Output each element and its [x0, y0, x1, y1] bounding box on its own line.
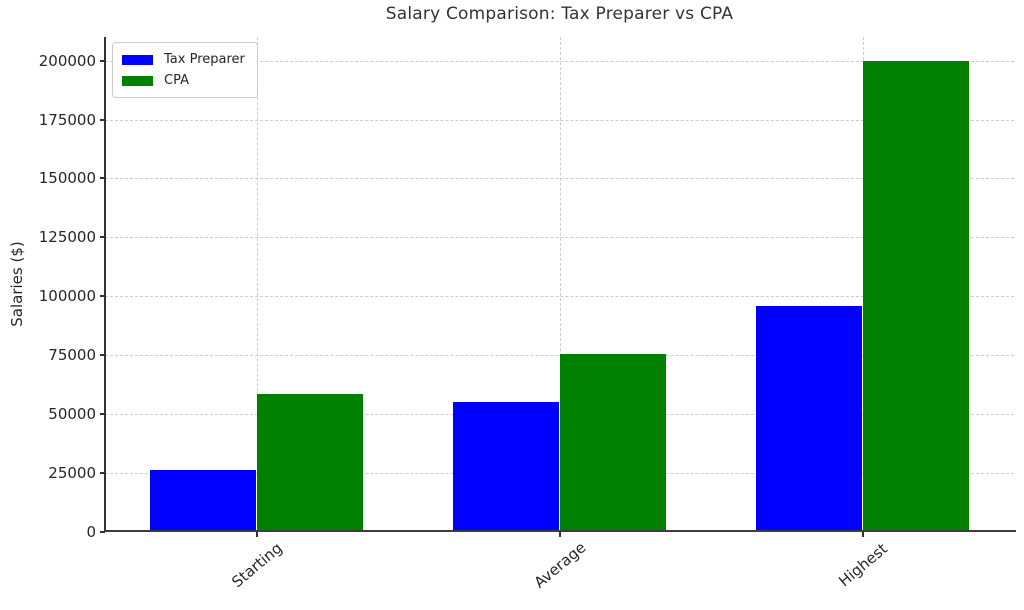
bar-tax-preparer [756, 305, 863, 532]
y-tick-label: 100000 [38, 287, 96, 306]
bar-cpa [559, 353, 666, 532]
y-tick-label: 175000 [38, 110, 96, 129]
x-axis-spine [104, 530, 1016, 532]
y-tick-mark [100, 413, 105, 416]
x-tick-label: Average [530, 538, 589, 592]
legend-entry: Tax Preparer [122, 49, 245, 70]
bar-cpa [256, 394, 363, 532]
y-tick-mark [100, 295, 105, 298]
legend-label: Tax Preparer [164, 52, 245, 67]
bar-cpa [862, 60, 969, 532]
legend: Tax Preparer CPA [112, 42, 258, 98]
v-gridline [559, 37, 561, 532]
y-tick-label: 75000 [48, 346, 96, 365]
y-tick-mark [100, 118, 105, 121]
legend-swatch [122, 54, 153, 65]
chart-title: Salary Comparison: Tax Preparer vs CPA [385, 4, 734, 24]
v-gridline [256, 37, 258, 532]
y-tick-label: 0 [86, 523, 96, 541]
bar-tax-preparer [453, 402, 560, 532]
x-tick-mark [255, 532, 258, 537]
y-tick-mark [100, 177, 105, 180]
x-tick-mark [861, 532, 864, 537]
y-tick-mark [100, 59, 105, 62]
y-tick-mark [100, 531, 105, 533]
y-tick-mark [100, 354, 105, 357]
y-axis-label: Salaries ($) [8, 241, 26, 327]
bars [105, 37, 1014, 532]
legend-entry: CPA [122, 70, 245, 91]
y-tick-label: 125000 [38, 228, 96, 247]
legend-swatch [122, 75, 153, 86]
x-tick-mark [558, 532, 561, 537]
x-tick-label: Highest [834, 539, 891, 591]
bar-tax-preparer [150, 469, 257, 532]
y-tick-mark [100, 236, 105, 239]
plot-area [105, 37, 1014, 532]
legend-items: Tax Preparer CPA [122, 49, 245, 91]
y-tick-label: 150000 [38, 169, 96, 188]
y-tick-label: 25000 [48, 464, 96, 483]
y-tick-label: 200000 [38, 51, 96, 70]
x-tick-label: Starting [227, 538, 286, 592]
y-tick-mark [100, 472, 105, 475]
y-axis-spine [104, 37, 106, 532]
y-tick-label: 50000 [48, 405, 96, 424]
legend-label: CPA [164, 73, 189, 88]
